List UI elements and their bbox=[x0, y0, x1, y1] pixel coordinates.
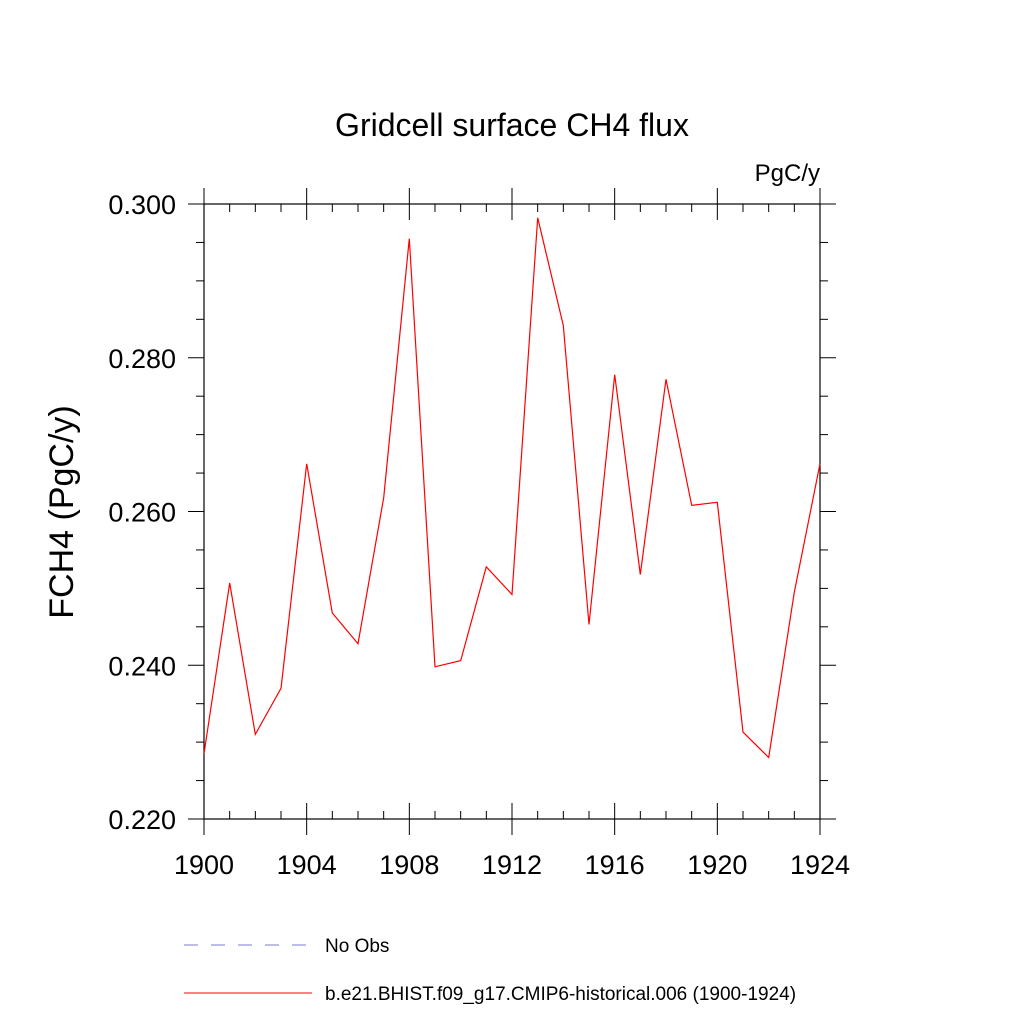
x-tick-labels: 1900 1904 1908 1912 1916 1920 1924 bbox=[174, 850, 850, 880]
x-tick-label: 1900 bbox=[174, 850, 234, 880]
y-tick-label: 0.300 bbox=[108, 190, 176, 220]
y-tick-label: 0.220 bbox=[108, 805, 176, 835]
y-tick-labels: 0.220 0.240 0.260 0.280 0.300 bbox=[108, 190, 176, 835]
x-tick-label: 1924 bbox=[790, 850, 850, 880]
y-tick-label: 0.240 bbox=[108, 651, 176, 681]
series-line-0 bbox=[203, 217, 821, 759]
chart-title: Gridcell surface CH4 flux bbox=[335, 107, 689, 143]
legend: No Obs b.e21.BHIST.f09_g17.CMIP6-historic… bbox=[184, 936, 796, 1005]
y-tick-label: 0.260 bbox=[108, 498, 176, 528]
legend-label-1: b.e21.BHIST.f09_g17.CMIP6-historical.006… bbox=[325, 984, 796, 1005]
x-tick-label: 1904 bbox=[277, 850, 337, 880]
axes bbox=[188, 188, 836, 835]
units-label: PgC/y bbox=[755, 160, 820, 187]
plot-frame bbox=[203, 203, 821, 820]
x-tick-label: 1908 bbox=[379, 850, 439, 880]
legend-label-0: No Obs bbox=[325, 936, 389, 957]
x-tick-label: 1916 bbox=[585, 850, 645, 880]
y-tick-label: 0.280 bbox=[108, 344, 176, 374]
x-tick-label: 1920 bbox=[687, 850, 747, 880]
x-tick-label: 1912 bbox=[482, 850, 542, 880]
y-axis-label: FCH4 (PgC/y) bbox=[43, 405, 81, 618]
plot-lines bbox=[203, 217, 821, 759]
